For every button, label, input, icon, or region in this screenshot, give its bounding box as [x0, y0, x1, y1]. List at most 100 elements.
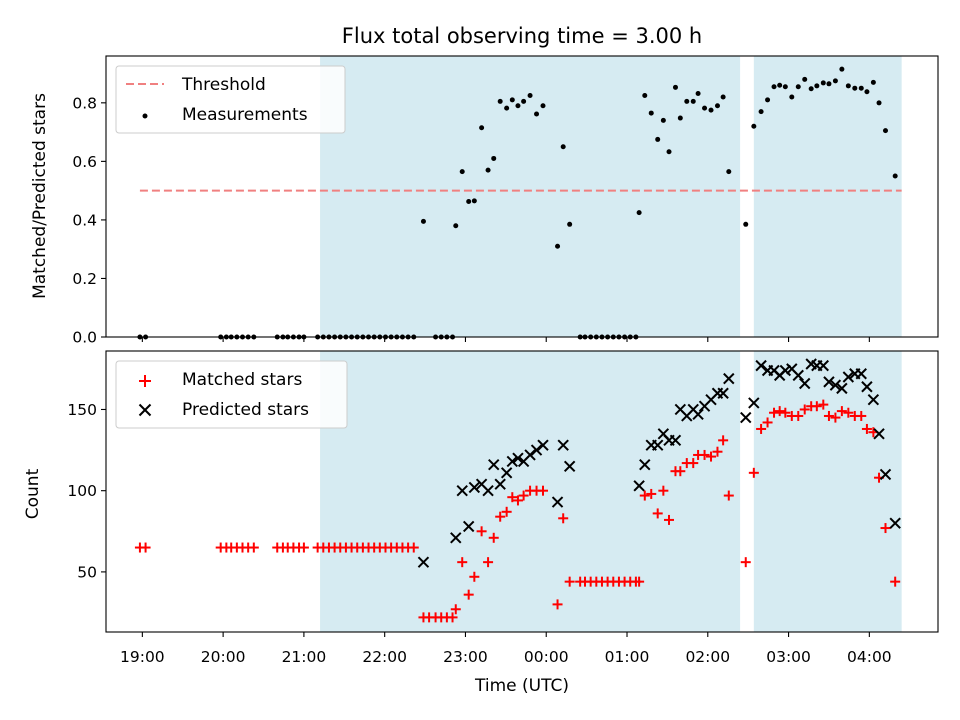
- matched-legend-label: Matched stars: [182, 370, 302, 390]
- measurement-point: [771, 84, 777, 90]
- top-axes: 0.0 0.2 0.4 0.6 0.8: [72, 55, 939, 347]
- measurement-point: [870, 79, 876, 85]
- predicted-legend-swatch: [138, 403, 152, 417]
- measurement-point: [509, 97, 515, 103]
- measurement-point: [892, 173, 898, 179]
- measurement-point: [642, 93, 648, 99]
- measurement-point: [497, 98, 503, 104]
- predicted-star-point: [551, 496, 564, 508]
- matched-star-point: [836, 406, 847, 417]
- top-legend: Threshold Measurements: [115, 65, 346, 134]
- predicted-star-point: [755, 359, 767, 372]
- measurement-point: [751, 123, 757, 129]
- predicted-legend-label: Predicted stars: [182, 400, 309, 420]
- matched-legend-swatch: [139, 375, 151, 387]
- measurement-point: [466, 198, 472, 204]
- measurement-point: [858, 85, 864, 91]
- predicted-star-point: [500, 467, 513, 479]
- predicted-star-point: [537, 439, 549, 451]
- observing-window-2: [753, 351, 902, 632]
- predicted-star-point: [799, 377, 811, 390]
- x-axis-label: Time (UTC): [474, 676, 569, 696]
- predicted-star-point: [740, 411, 752, 424]
- predicted-star-point: [462, 520, 475, 533]
- measurement-point: [777, 82, 783, 88]
- measurement-point: [690, 98, 696, 104]
- matched-star-point: [664, 514, 675, 525]
- bottom-axes: 50 100 150 19:00 20:00 21:00 22:00 23:00 00:00 01…: [67, 350, 939, 666]
- y-tick-label: 0.8: [72, 94, 97, 112]
- measurement-point: [782, 84, 788, 90]
- predicted-star-point: [450, 532, 462, 544]
- measurement-point: [534, 111, 540, 117]
- y-tick-label: 0.6: [72, 153, 97, 171]
- top-legend-frame: [115, 65, 346, 134]
- x-tick-label: 04:00: [847, 648, 892, 666]
- x-tick-label: 19:00: [120, 648, 165, 666]
- measurement-point: [540, 103, 546, 109]
- y-tick-label: 0.0: [72, 329, 97, 347]
- matched-star-point: [507, 492, 518, 503]
- observing-window-2: [753, 56, 902, 337]
- matched-star-point: [780, 407, 791, 418]
- matched-star-point: [538, 485, 549, 496]
- measurement-point: [459, 169, 465, 175]
- matched-star-point: [712, 446, 723, 457]
- matched-star-point: [552, 599, 563, 610]
- measurement-point: [708, 107, 714, 113]
- measurement-point: [814, 83, 820, 89]
- predicted-star-point: [861, 381, 873, 393]
- measurement-point: [491, 155, 497, 161]
- measurement-point: [702, 105, 708, 111]
- measurement-point: [839, 66, 845, 72]
- matched-star-point: [463, 589, 474, 600]
- matched-star-point: [558, 513, 569, 524]
- matched-star-point: [706, 451, 717, 462]
- matched-star-point: [469, 571, 480, 582]
- measurement-points: [137, 66, 898, 340]
- axes-frame: [105, 350, 939, 633]
- predicted-star-point: [779, 364, 792, 377]
- matched-star-point: [718, 435, 729, 446]
- matched-star-point: [248, 542, 259, 553]
- matched-star-point: [818, 399, 829, 410]
- predicted-star-point: [494, 478, 506, 490]
- predicted-star-point: [842, 371, 855, 383]
- measurement-legend-swatch: [142, 113, 148, 119]
- predicted-star-point: [530, 444, 543, 456]
- measurement-point: [515, 103, 521, 109]
- x-tick-label: 20:00: [201, 648, 246, 666]
- matched-star-point: [830, 412, 841, 423]
- measurement-point: [852, 85, 858, 91]
- measurement-point: [453, 223, 459, 229]
- matched-star-point: [450, 604, 461, 615]
- measurement-point: [672, 84, 678, 90]
- matched-star-point: [447, 612, 458, 623]
- measurement-point: [795, 84, 801, 90]
- predicted-star-point: [692, 408, 704, 421]
- measurement-point: [504, 105, 510, 111]
- top-observing-windows: [320, 56, 902, 337]
- matched-star-point: [769, 407, 780, 418]
- y-tick-label: 150: [67, 401, 97, 419]
- matched-star-point: [639, 490, 650, 501]
- measurement-point: [714, 103, 720, 109]
- matched-star-point: [699, 449, 710, 460]
- predicted-star-point: [723, 372, 735, 385]
- matched-star-point: [476, 526, 487, 537]
- matched-star-point: [890, 576, 901, 587]
- predicted-star-point: [829, 379, 842, 391]
- predicted-star-point: [512, 452, 524, 464]
- measurement-point: [820, 80, 826, 86]
- measurement-point: [648, 110, 654, 116]
- measurement-point: [802, 76, 808, 82]
- predicted-star-point: [563, 460, 576, 473]
- matched-star-point: [843, 407, 854, 418]
- measurement-point: [636, 210, 642, 216]
- predicted-star-point: [817, 359, 830, 372]
- measurement-point: [695, 90, 701, 96]
- measurement-point: [758, 109, 764, 115]
- chart-title: Flux total observing time = 3.00 h: [342, 24, 702, 48]
- measurement-point: [789, 94, 795, 100]
